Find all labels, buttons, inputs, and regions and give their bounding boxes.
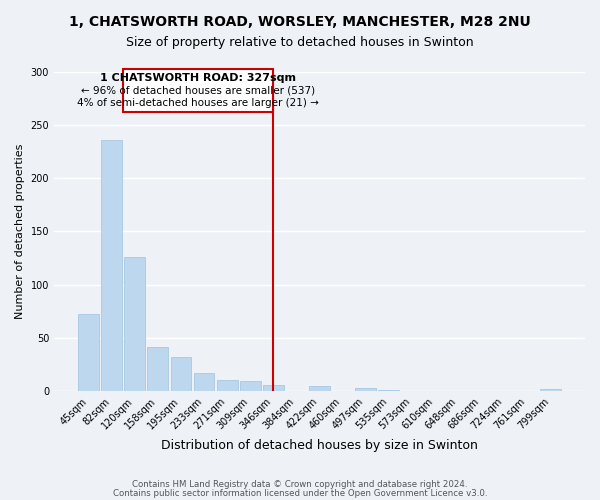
Bar <box>379 390 399 392</box>
Text: Size of property relative to detached houses in Swinton: Size of property relative to detached ho… <box>126 36 474 49</box>
Text: Contains HM Land Registry data © Crown copyright and database right 2024.: Contains HM Land Registry data © Crown c… <box>132 480 468 489</box>
Bar <box>101 140 122 392</box>
Bar <box>540 390 561 392</box>
Text: 4% of semi-detached houses are larger (21) →: 4% of semi-detached houses are larger (2… <box>77 98 319 108</box>
FancyBboxPatch shape <box>123 70 274 112</box>
Bar <box>194 374 214 392</box>
Y-axis label: Number of detached properties: Number of detached properties <box>15 144 25 319</box>
Bar <box>124 257 145 392</box>
Bar <box>355 388 376 392</box>
Bar <box>148 346 168 392</box>
Bar <box>240 380 260 392</box>
Text: 1, CHATSWORTH ROAD, WORSLEY, MANCHESTER, M28 2NU: 1, CHATSWORTH ROAD, WORSLEY, MANCHESTER,… <box>69 15 531 29</box>
Text: ← 96% of detached houses are smaller (537): ← 96% of detached houses are smaller (53… <box>81 86 316 96</box>
Bar <box>217 380 238 392</box>
Bar <box>263 385 284 392</box>
Bar <box>78 314 99 392</box>
Text: Contains public sector information licensed under the Open Government Licence v3: Contains public sector information licen… <box>113 488 487 498</box>
Bar <box>170 358 191 392</box>
Bar <box>309 386 330 392</box>
Text: 1 CHATSWORTH ROAD: 327sqm: 1 CHATSWORTH ROAD: 327sqm <box>100 73 296 83</box>
X-axis label: Distribution of detached houses by size in Swinton: Distribution of detached houses by size … <box>161 440 478 452</box>
